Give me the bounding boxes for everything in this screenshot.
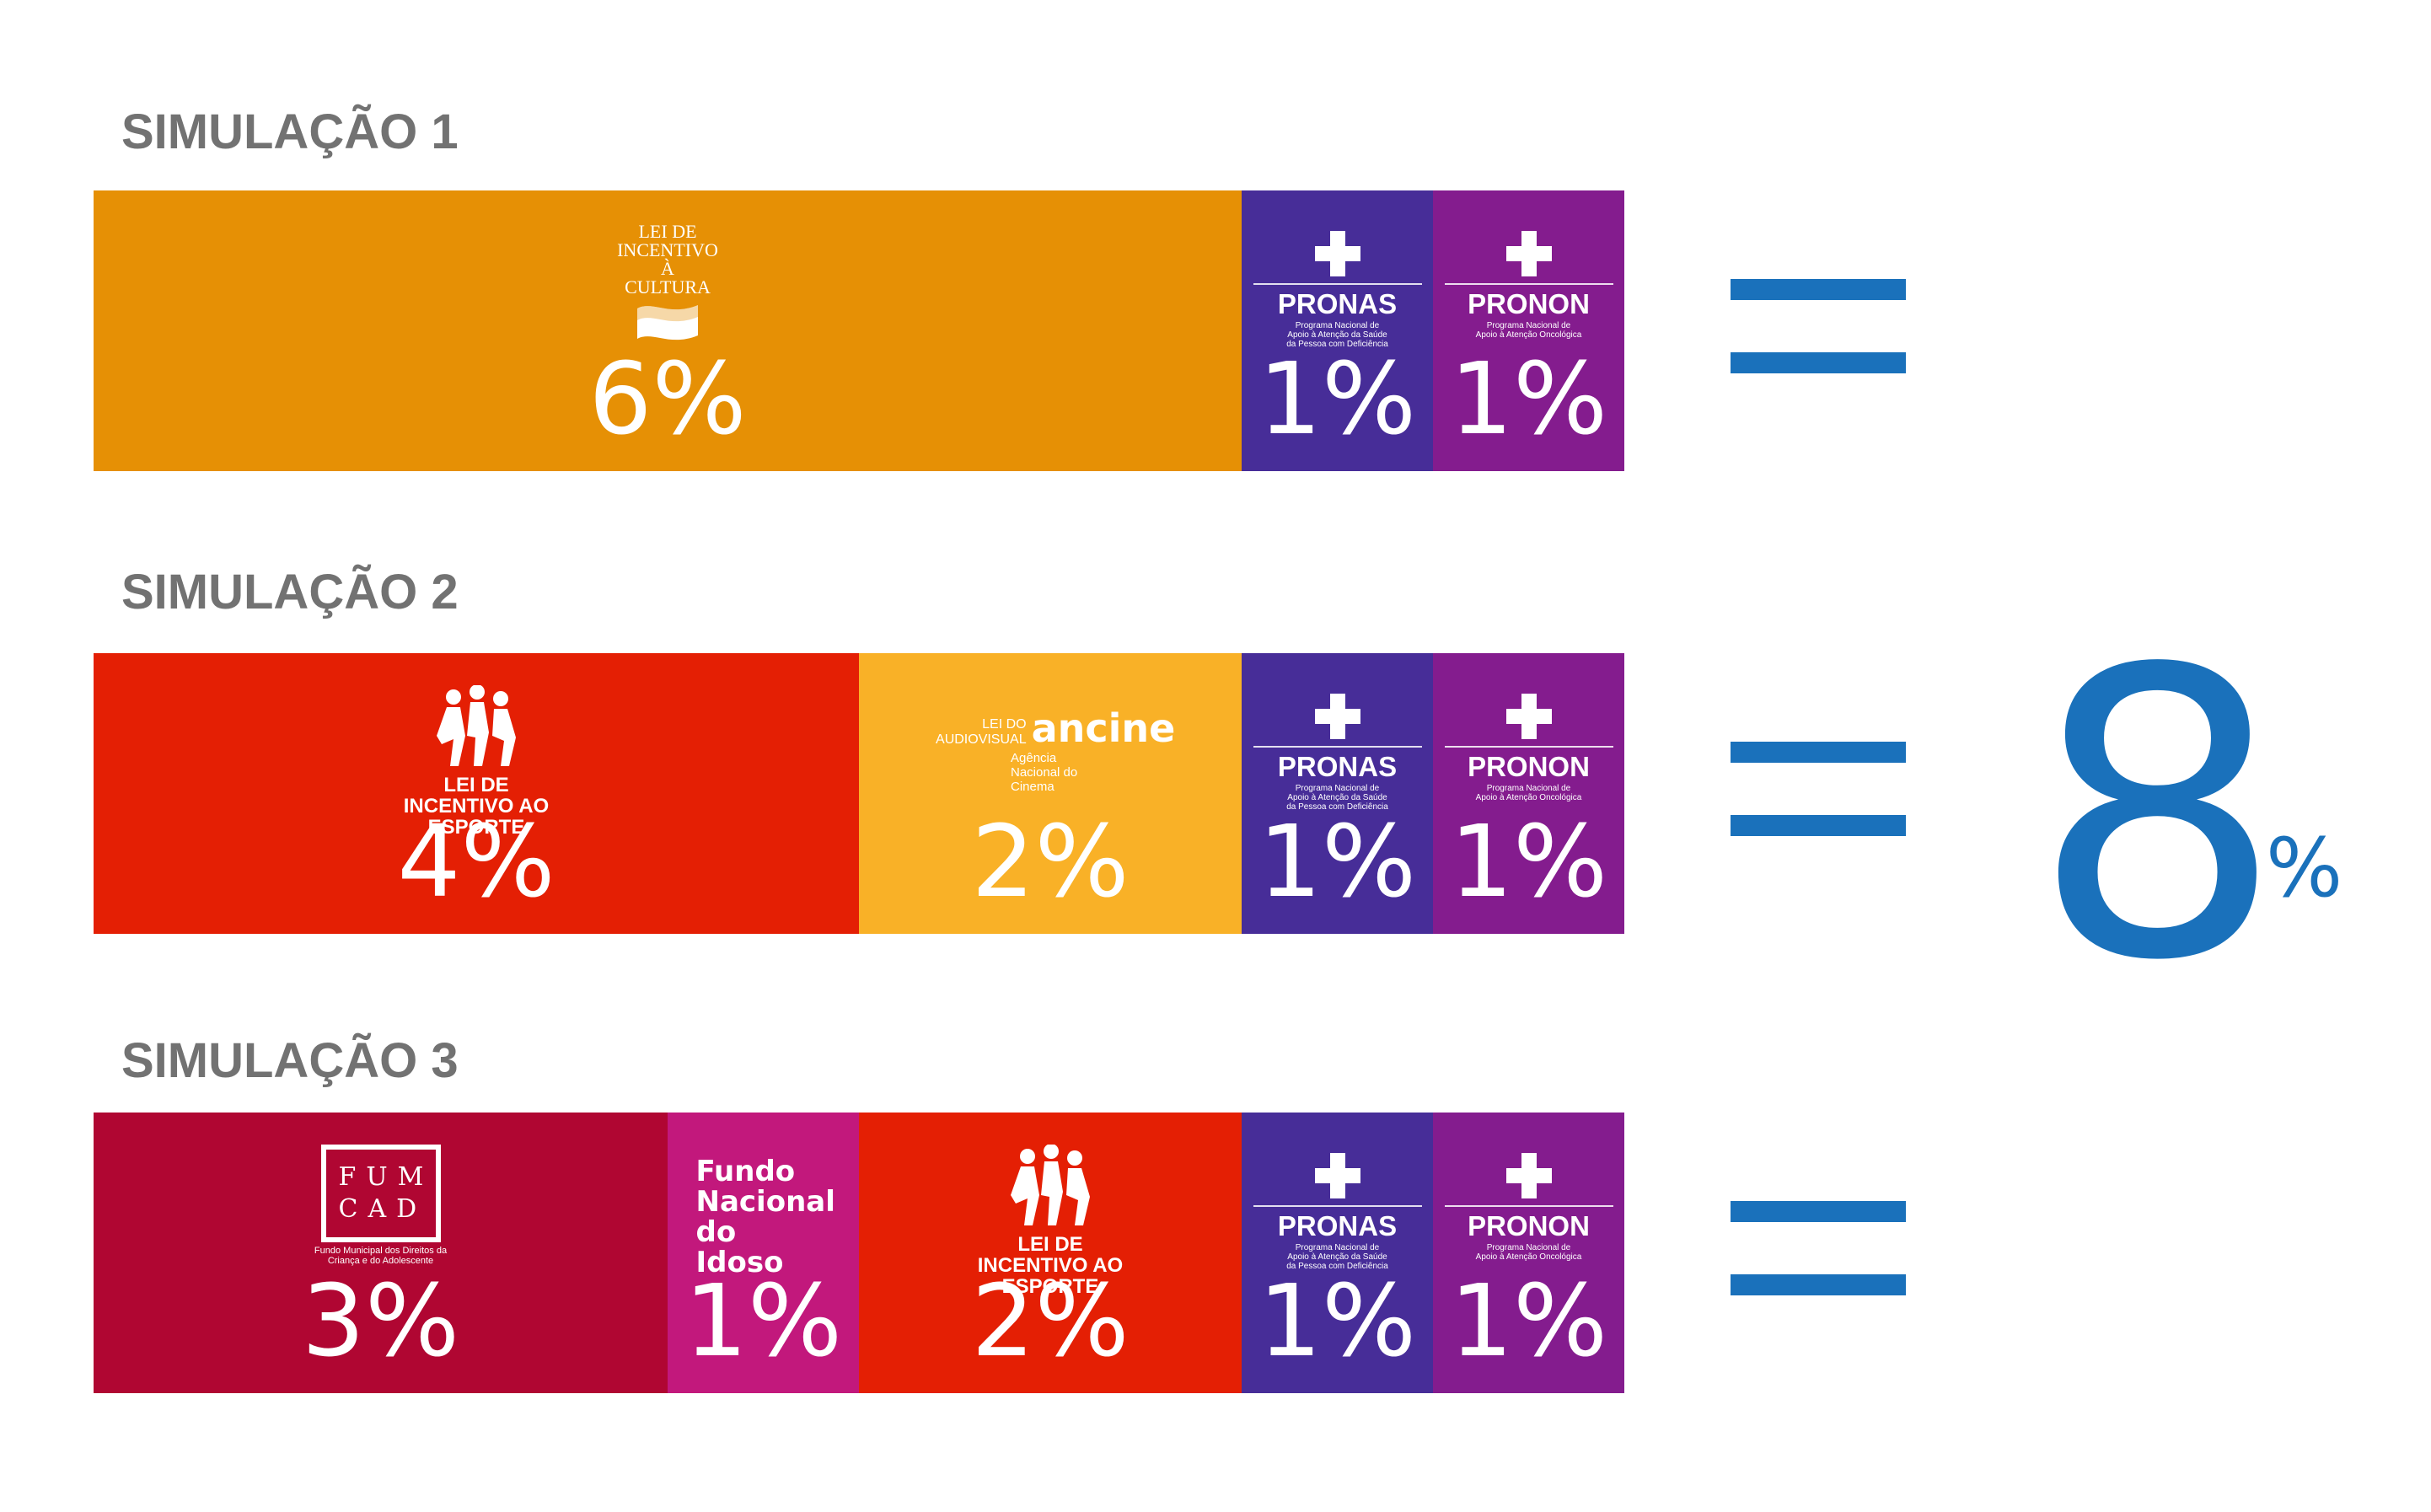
bar-segment: LEI DE INCENTIVO AO ESPORTE 4% bbox=[94, 653, 859, 934]
bar-value-label: 4% bbox=[397, 803, 555, 920]
cultura-logo: LEI DE INCENTIVO À CULTURA bbox=[94, 223, 1242, 349]
esporte-logo: LEI DE INCENTIVO AO ESPORTE bbox=[859, 1145, 1242, 1297]
bar-value-label: 1% bbox=[684, 1263, 843, 1379]
bar-value-label: 2% bbox=[971, 1263, 1130, 1379]
bar-segment: LEI DO AUDIOVISUAL ancine Agência Nacion… bbox=[859, 653, 1242, 934]
cross-icon bbox=[1505, 694, 1552, 739]
logo-subtext: Programa Nacional de Apoio à Atenção da … bbox=[1286, 1243, 1388, 1271]
bar-value-label: 2% bbox=[971, 803, 1130, 920]
equals-line bbox=[1731, 279, 1906, 300]
bar-value-label: 1% bbox=[1449, 1263, 1608, 1379]
fundo-idoso-logo: Fundo Nacional do Idoso bbox=[668, 1145, 859, 1278]
cross-icon bbox=[1314, 231, 1360, 276]
logo-text: FUM CAD bbox=[338, 1162, 434, 1224]
logo-text: LEI DE INCENTIVO À CULTURA bbox=[617, 221, 718, 298]
logo-text: LEI DE INCENTIVO AO ESPORTE bbox=[977, 1233, 1124, 1298]
equals-sign bbox=[1731, 742, 1906, 836]
bar-value-label: 1% bbox=[1449, 803, 1608, 920]
equals-line bbox=[1731, 815, 1906, 836]
logo-brand: ancine bbox=[1031, 705, 1176, 751]
total-number: 8 bbox=[2031, 586, 2284, 1047]
pronas-logo: PRONAS Programa Nacional de Apoio à Aten… bbox=[1242, 685, 1433, 812]
simulation-title: SIMULAÇÃO 3 bbox=[121, 1033, 459, 1088]
simulation-bar: LEI DE INCENTIVO À CULTURA 6% PRONAS Pro… bbox=[94, 190, 1624, 471]
logo-text: LEI DO AUDIOVISUAL bbox=[936, 717, 1027, 747]
bar-value-label: 1% bbox=[1258, 340, 1417, 457]
logo-text: Fundo Nacional do Idoso bbox=[695, 1155, 835, 1279]
flag-icon bbox=[637, 305, 698, 340]
simulation-title: SIMULAÇÃO 2 bbox=[121, 565, 459, 619]
cross-icon bbox=[1314, 1153, 1360, 1198]
total-value: 8 % bbox=[2031, 619, 2342, 1015]
bar-segment: LEI DE INCENTIVO À CULTURA 6% bbox=[94, 190, 1242, 471]
logo-text: PRONON bbox=[1444, 746, 1613, 780]
cross-icon bbox=[1505, 1153, 1552, 1198]
logo-subtext: Programa Nacional de Apoio à Atenção da … bbox=[1286, 321, 1388, 349]
logo-text: LEI DE INCENTIVO AO ESPORTE bbox=[403, 774, 550, 839]
bar-segment: LEI DE INCENTIVO AO ESPORTE 2% bbox=[859, 1113, 1242, 1393]
logo-text: PRONAS bbox=[1253, 283, 1422, 318]
equals-sign bbox=[1731, 1201, 1906, 1295]
bar-segment: PRONAS Programa Nacional de Apoio à Aten… bbox=[1242, 1113, 1433, 1393]
bar-segment: PRONAS Programa Nacional de Apoio à Aten… bbox=[1242, 653, 1433, 934]
athletes-icon bbox=[437, 685, 516, 766]
pronon-logo: PRONON Programa Nacional de Apoio à Aten… bbox=[1433, 1145, 1624, 1271]
bar-value-label: 1% bbox=[1258, 803, 1417, 920]
simulation-bar: LEI DE INCENTIVO AO ESPORTE 4% LEI DO AU… bbox=[94, 653, 1624, 934]
equals-line bbox=[1731, 352, 1906, 373]
pronas-logo: PRONAS Programa Nacional de Apoio à Aten… bbox=[1242, 223, 1433, 349]
ancine-logo: LEI DO AUDIOVISUAL ancine Agência Nacion… bbox=[859, 685, 1242, 812]
cross-icon bbox=[1314, 694, 1360, 739]
esporte-logo: LEI DE INCENTIVO AO ESPORTE bbox=[94, 685, 859, 838]
bar-value-label: 3% bbox=[301, 1263, 460, 1379]
logo-text: PRONAS bbox=[1253, 1205, 1422, 1240]
total-unit: % bbox=[2266, 821, 2343, 915]
logo-text: PRONAS bbox=[1253, 746, 1422, 780]
bar-segment: PRONON Programa Nacional de Apoio à Aten… bbox=[1433, 653, 1624, 934]
bar-segment: FUM CAD Fundo Municipal dos Direitos da … bbox=[94, 1113, 668, 1393]
cross-icon bbox=[1505, 231, 1552, 276]
bar-value-label: 6% bbox=[588, 340, 747, 457]
bar-segment: Fundo Nacional do Idoso 1% bbox=[668, 1113, 859, 1393]
logo-text: PRONON bbox=[1444, 283, 1613, 318]
bar-segment: PRONON Programa Nacional de Apoio à Aten… bbox=[1433, 190, 1624, 471]
logo-subtext: Programa Nacional de Apoio à Atenção da … bbox=[1286, 784, 1388, 812]
logo-subtext: Agência Nacional do Cinema bbox=[1011, 751, 1078, 794]
bar-segment: PRONAS Programa Nacional de Apoio à Aten… bbox=[1242, 190, 1433, 471]
logo-subtext: Programa Nacional de Apoio à Atenção Onc… bbox=[1475, 1243, 1582, 1262]
equals-line bbox=[1731, 1274, 1906, 1295]
equals-sign bbox=[1731, 279, 1906, 373]
bar-segment: PRONON Programa Nacional de Apoio à Aten… bbox=[1433, 1113, 1624, 1393]
pronon-logo: PRONON Programa Nacional de Apoio à Aten… bbox=[1433, 685, 1624, 812]
athletes-icon bbox=[1011, 1145, 1090, 1225]
bar-value-label: 1% bbox=[1258, 1263, 1417, 1379]
logo-subtext: Programa Nacional de Apoio à Atenção Onc… bbox=[1475, 321, 1582, 340]
equals-line bbox=[1731, 742, 1906, 763]
logo-subtext: Programa Nacional de Apoio à Atenção Onc… bbox=[1475, 784, 1582, 802]
simulation-bar: FUM CAD Fundo Municipal dos Direitos da … bbox=[94, 1113, 1624, 1393]
puzzle-icon: FUM CAD bbox=[320, 1145, 441, 1242]
pronas-logo: PRONAS Programa Nacional de Apoio à Aten… bbox=[1242, 1145, 1433, 1271]
equals-line bbox=[1731, 1201, 1906, 1222]
logo-text: PRONON bbox=[1444, 1205, 1613, 1240]
simulation-title: SIMULAÇÃO 1 bbox=[121, 105, 459, 159]
logo-subtext: Fundo Municipal dos Direitos da Criança … bbox=[314, 1246, 448, 1266]
fumcad-logo: FUM CAD Fundo Municipal dos Direitos da … bbox=[94, 1145, 668, 1271]
pronon-logo: PRONON Programa Nacional de Apoio à Aten… bbox=[1433, 223, 1624, 349]
bar-value-label: 1% bbox=[1449, 340, 1608, 457]
